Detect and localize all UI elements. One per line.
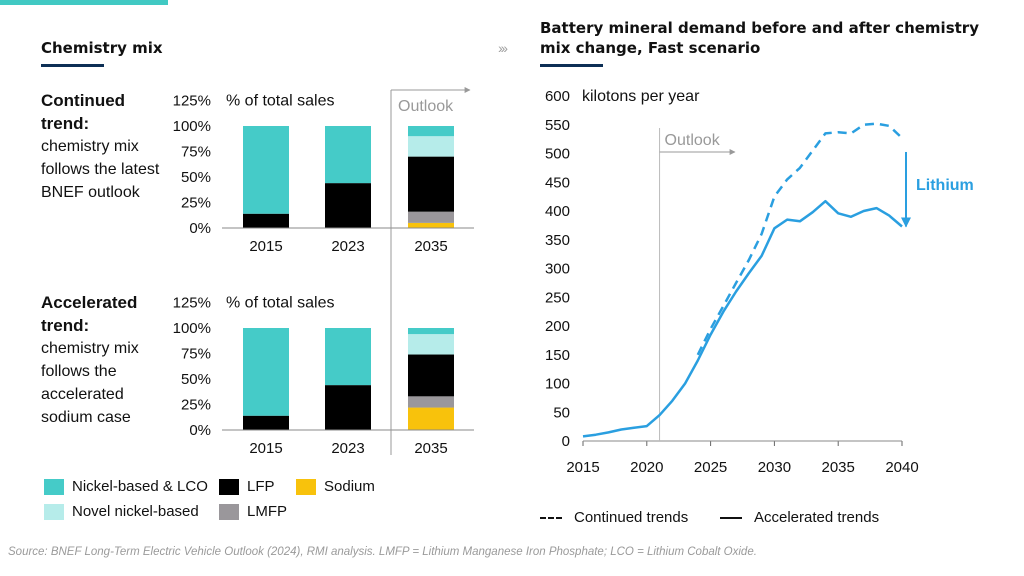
accelerated-trend-text: chemistry mix follows the accelerated so…	[41, 340, 139, 426]
continued-chart-bar-novel-nickel-based-2035	[408, 136, 454, 157]
accelerated-chart-bar-lfp-2023	[325, 385, 371, 430]
accelerated-chart-bar-nickel-based-lco-2015	[243, 328, 289, 416]
line-chart-xtick-label: 2040	[885, 459, 918, 476]
line-chart-xtick-label: 2015	[566, 459, 599, 476]
legend-item-continued: Continued trends	[540, 509, 688, 526]
accelerated-chart-bar-lfp-2035	[408, 354, 454, 397]
legend-label-continued: Continued trends	[574, 509, 689, 526]
line-chart-ytick-label: 600	[545, 88, 570, 105]
accelerated-chart-bar-lmfp-2035	[408, 396, 454, 408]
legend-label-nickel: Nickel-based & LCO	[72, 478, 208, 495]
line-chart-xtick-label: 2020	[630, 459, 663, 476]
line-chart-ytick-label: 450	[545, 174, 570, 191]
accelerated-chart-bar-nickel-based-lco-2035	[408, 328, 454, 335]
legend-swatch-sodium	[296, 478, 316, 495]
accelerated-chart-xtick-label: 2023	[331, 440, 364, 457]
legend-line-dashed	[540, 516, 562, 519]
continued-trend-text: chemistry mix follows the latest BNEF ou…	[41, 138, 160, 201]
continued-chart-xtick-label: 2015	[249, 238, 282, 255]
line-chart-ytick-label: 150	[545, 347, 570, 364]
legend-swatch-novel-nickel	[44, 503, 64, 520]
continued-chart-bar-lfp-2015	[243, 213, 289, 228]
line-chart-ytick-label: 0	[562, 433, 570, 450]
line-chart-ytick-label: 300	[545, 261, 570, 278]
right-panel-title: Battery mineral demand before and after …	[540, 19, 979, 57]
legend-item-nickel: Nickel-based & LCO	[44, 478, 208, 495]
accelerated-trend-heading: Accelerated trend:	[41, 293, 138, 335]
accelerated-chart-bar-nickel-based-lco-2023	[325, 328, 371, 386]
continued-chart-xtick-label: 2035	[414, 238, 447, 255]
legend-label-novel-nickel: Novel nickel-based	[72, 503, 199, 520]
left-title-underline	[41, 64, 104, 67]
lithium-label: Lithium	[916, 177, 974, 194]
legend-label-lfp: LFP	[247, 478, 275, 495]
line-chart-ytick-label: 400	[545, 203, 570, 220]
continued-chart-xtick-label: 2023	[331, 238, 364, 255]
accelerated-chart-ylabel: % of total sales	[226, 295, 335, 312]
accelerated-chart-xtick-label: 2035	[414, 440, 447, 457]
left-panel-title: Chemistry mix	[41, 39, 163, 57]
accelerated-chart-ytick-label: 75%	[181, 346, 211, 363]
accent-bar	[0, 0, 168, 5]
continued-trend-description: Continued trend: chemistry mix follows t…	[41, 89, 166, 204]
line-chart-ytick-label: 500	[545, 146, 570, 163]
continued-chart-ytick-label: 25%	[181, 195, 211, 212]
line-chart-xtick-label: 2030	[758, 459, 791, 476]
accelerated-chart-ytick-label: 25%	[181, 397, 211, 414]
accelerated-chart-ytick-label: 125%	[173, 295, 211, 312]
continued-chart-ytick-label: 100%	[173, 118, 211, 135]
continued-chart-ytick-label: 125%	[173, 93, 211, 110]
accelerated-chart-ytick-label: 100%	[173, 320, 211, 337]
line-chart-ytick-label: 250	[545, 289, 570, 306]
continued-chart-bar-nickel-based-lco-2015	[243, 126, 289, 214]
legend-label-sodium: Sodium	[324, 478, 375, 495]
continued-chart-ytick-label: 75%	[181, 144, 211, 161]
series-line-accelerated-trends	[582, 199, 903, 438]
continued-chart-bar-sodium-2035	[408, 222, 454, 228]
outlook-label-left: Outlook	[398, 98, 454, 115]
accelerated-chart-bar-lfp-2015	[243, 415, 289, 430]
accelerated-chart-bar-sodium-2035	[408, 407, 454, 430]
legend-swatch-lfp	[219, 478, 239, 495]
right-title-underline	[540, 64, 603, 67]
legend-item-lmfp: LMFP	[219, 503, 287, 520]
line-chart-ytick-label: 100	[545, 376, 570, 393]
legend-swatch-nickel	[44, 478, 64, 495]
legend-label-accelerated: Accelerated trends	[754, 509, 880, 526]
source-note: Source: BNEF Long-Term Electric Vehicle …	[8, 546, 757, 558]
series-line-continued-trends	[696, 122, 903, 356]
line-chart-ytick-label: 350	[545, 232, 570, 249]
line-chart-ytick-label: 550	[545, 117, 570, 134]
line-chart-xtick-label: 2025	[694, 459, 727, 476]
line-chart-ylabel: kilotons per year	[582, 88, 700, 105]
legend-item-lfp: LFP	[219, 478, 275, 495]
legend-swatch-lmfp	[219, 503, 239, 520]
line-outlook-label: Outlook	[665, 132, 721, 149]
legend-item-sodium: Sodium	[296, 478, 375, 495]
continued-trend-heading: Continued trend:	[41, 91, 126, 133]
continued-chart-ylabel: % of total sales	[226, 93, 335, 110]
continued-chart-bar-nickel-based-lco-2023	[325, 126, 371, 184]
continued-chart-bar-lfp-2035	[408, 156, 454, 212]
continued-chart-ytick-label: 0%	[189, 220, 211, 237]
continued-chart-bar-lfp-2023	[325, 183, 371, 228]
accelerated-chart-ytick-label: 50%	[181, 371, 211, 388]
legend-label-lmfp: LMFP	[247, 503, 288, 520]
accelerated-chart-bar-novel-nickel-based-2035	[408, 334, 454, 355]
legend-line-solid	[720, 516, 742, 519]
continued-chart-bar-lmfp-2035	[408, 211, 454, 223]
accelerated-chart-xtick-label: 2015	[249, 440, 282, 457]
legend-item-novel-nickel: Novel nickel-based	[44, 503, 199, 520]
legend-item-accelerated: Accelerated trends	[720, 509, 879, 526]
continued-chart-bar-nickel-based-lco-2035	[408, 126, 454, 137]
continued-chart-ytick-label: 50%	[181, 169, 211, 186]
line-chart-ytick-label: 200	[545, 318, 570, 335]
line-chart-ytick-label: 50	[553, 404, 570, 421]
accelerated-chart-ytick-label: 0%	[189, 422, 211, 439]
accelerated-trend-description: Accelerated trend: chemistry mix follows…	[41, 291, 166, 429]
chevron-right-icon: ›››	[498, 40, 508, 56]
line-chart-xtick-label: 2035	[822, 459, 855, 476]
